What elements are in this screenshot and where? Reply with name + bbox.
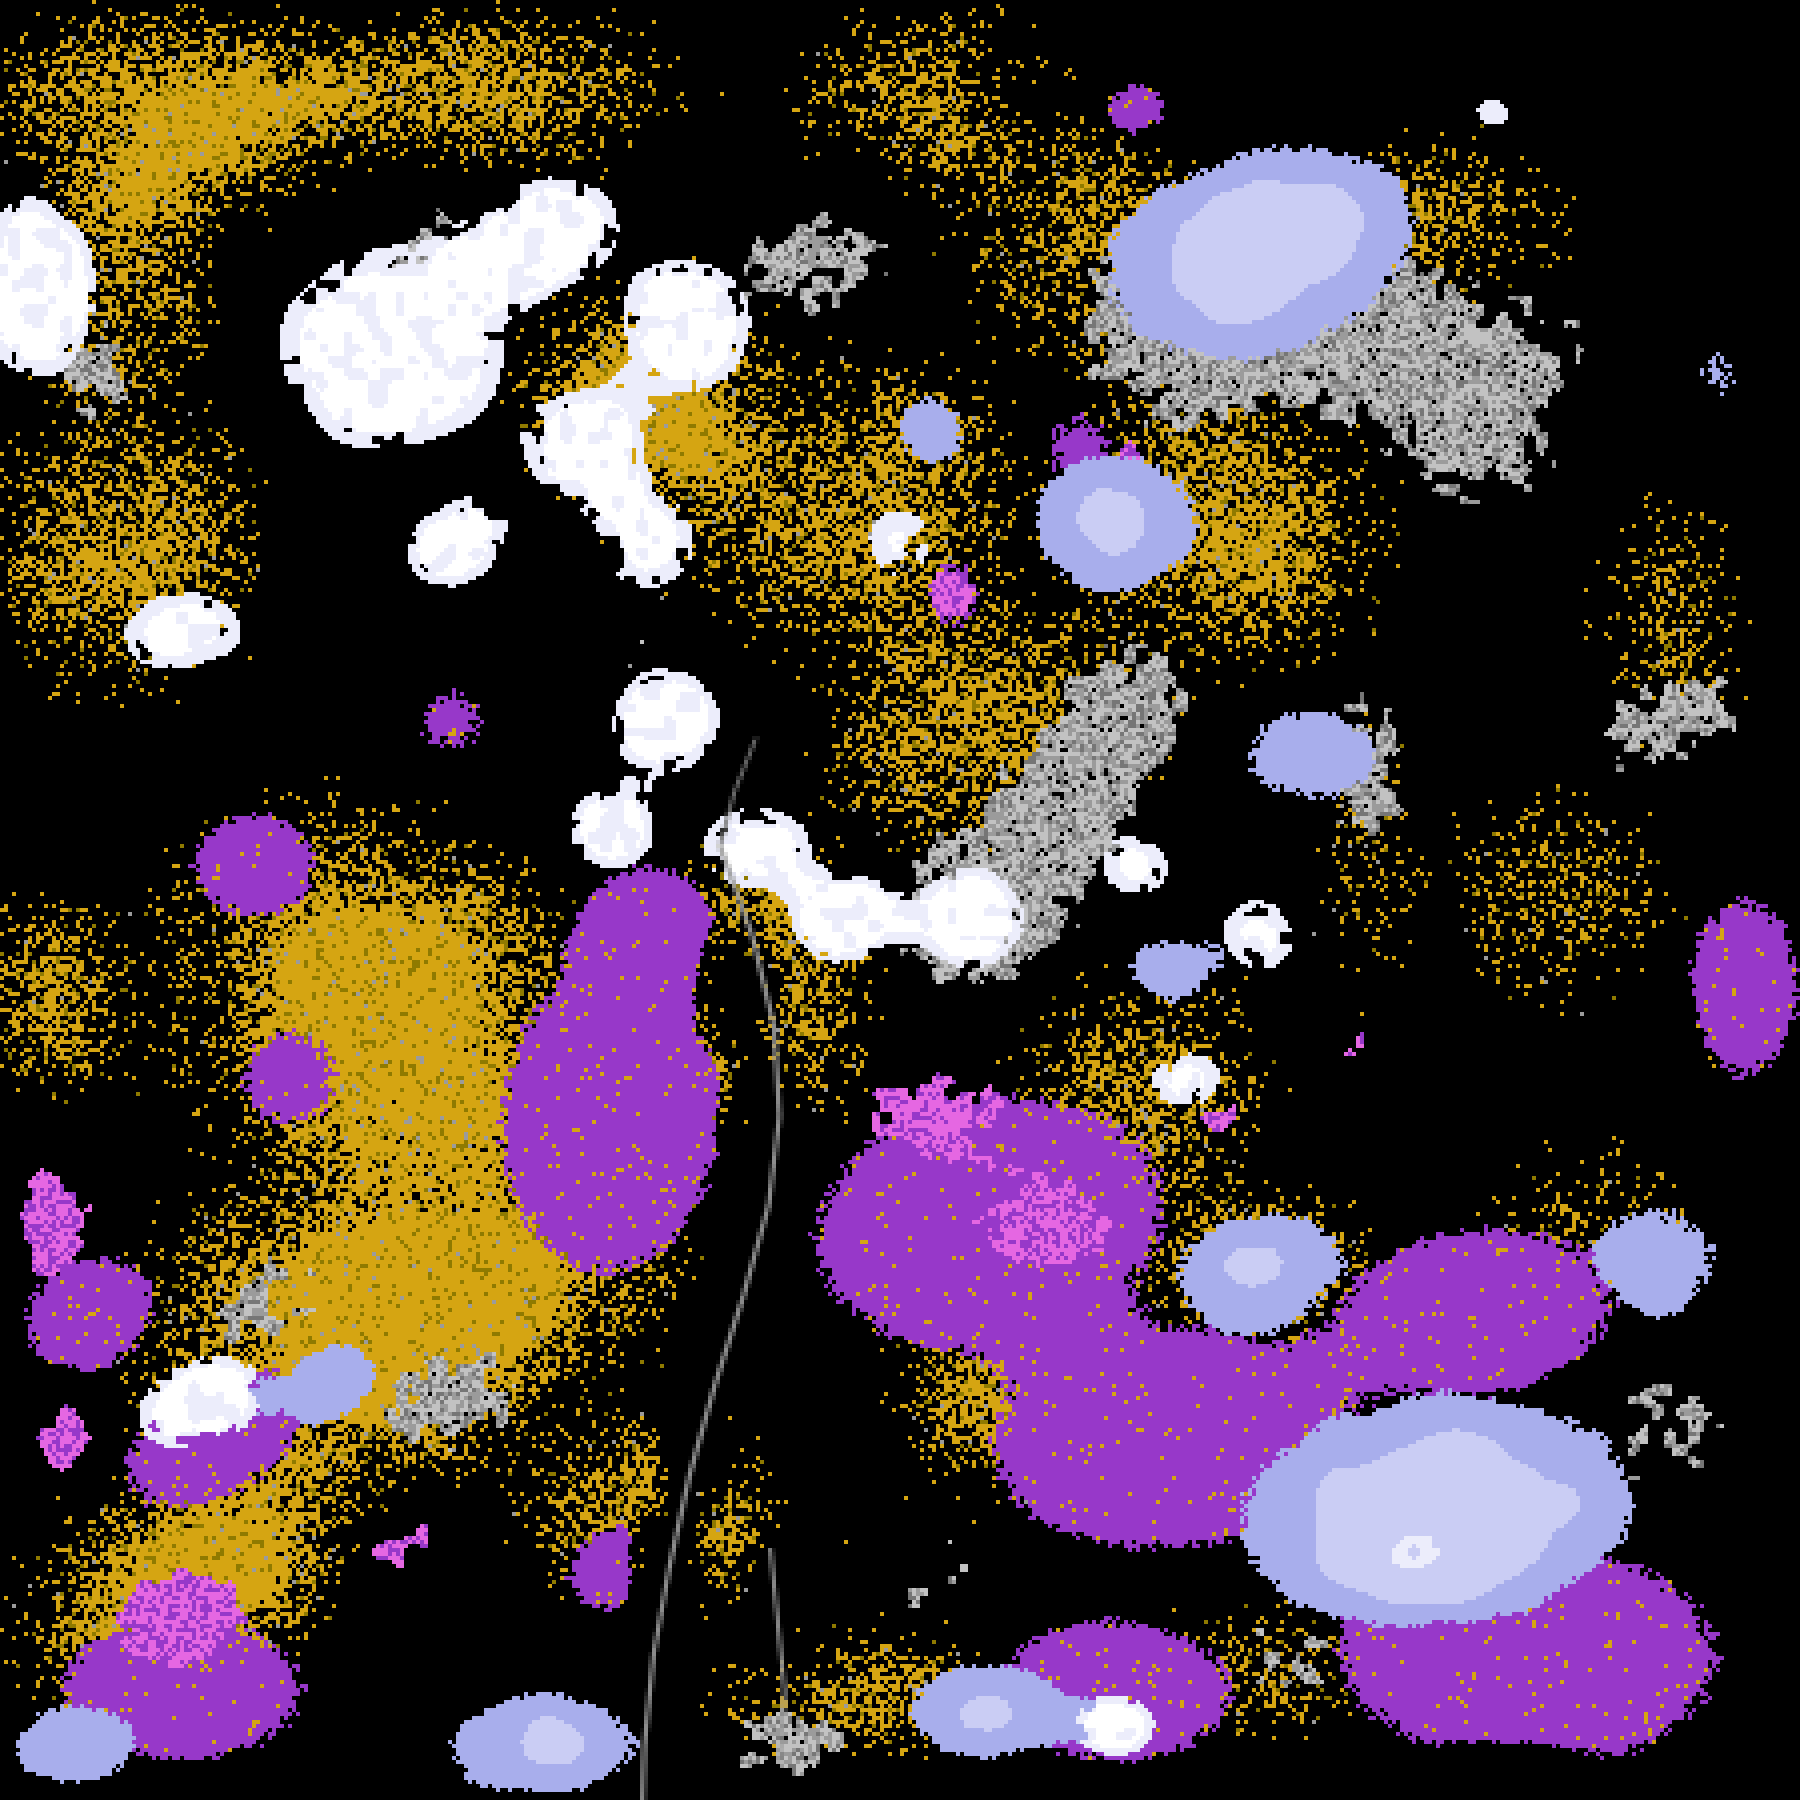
satellite-image-viewport <box>0 0 1800 1800</box>
satellite-false-color-image <box>0 0 1800 1800</box>
